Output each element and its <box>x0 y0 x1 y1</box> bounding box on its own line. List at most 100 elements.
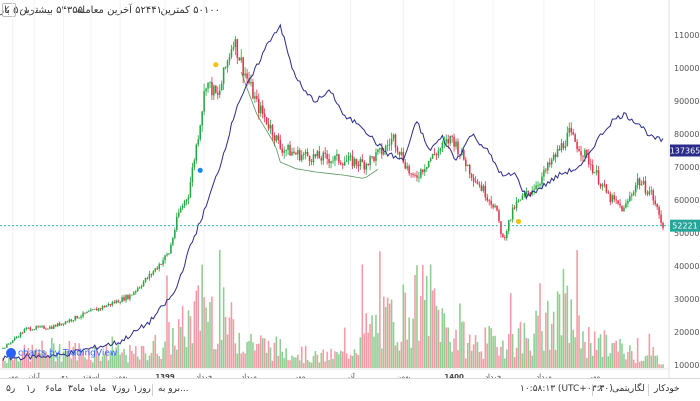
range-7d-button[interactable]: ۷روز <box>112 384 130 394</box>
volume-bar <box>291 355 293 368</box>
candle-body <box>379 147 381 150</box>
candle-body <box>529 192 532 194</box>
goto-date-button[interactable]: برو به... <box>158 384 189 394</box>
range-1d-button[interactable]: ۱روز <box>133 384 151 394</box>
candle-body <box>447 139 449 144</box>
price-chart[interactable]: 110000 100000 90000 80000 70000 60000 50000 400… <box>0 0 700 378</box>
collapse-legend-button[interactable] <box>2 3 16 17</box>
volume-bar <box>623 353 625 368</box>
range-6m-button[interactable]: ۶ماه <box>45 384 63 394</box>
volume-bar <box>418 340 420 368</box>
candle-body <box>133 292 135 295</box>
range-1y-button[interactable]: ۱ر <box>26 384 36 394</box>
timezone-label[interactable]: ۱۰:۵۸:۱۳ (UTC+۰۳:۳۰) <box>520 384 613 394</box>
candle-body <box>197 139 200 145</box>
volume-bar <box>591 355 594 368</box>
volume-bar <box>453 338 455 368</box>
percent-scale-button[interactable]: ٪ <box>598 384 603 394</box>
event-marker-dot <box>197 167 203 173</box>
volume-bar <box>424 300 426 368</box>
volume-bar <box>226 334 229 368</box>
candle-body <box>420 169 422 178</box>
volume-bar <box>279 339 282 368</box>
volume-bar <box>574 337 576 368</box>
toolbar-separator <box>648 384 649 396</box>
time-tick-label: آذر <box>345 372 355 378</box>
volume-bar <box>220 339 223 368</box>
candle-body <box>509 219 512 221</box>
volume-bar <box>589 343 592 368</box>
candle-body <box>15 337 18 338</box>
price-tick-label: 110000 <box>674 31 700 40</box>
volume-bar <box>228 317 231 368</box>
low-value: ۵۰۱۰۰ <box>193 5 220 16</box>
candle-body <box>76 315 78 319</box>
candle-body <box>371 156 373 158</box>
volume-bar <box>470 350 473 368</box>
candle-body <box>545 169 547 171</box>
volume-bar <box>490 328 492 368</box>
volume-bar <box>486 343 489 368</box>
volume-bar <box>615 340 617 368</box>
volume-bar <box>248 340 250 368</box>
volume-bar <box>230 302 233 368</box>
candle-body <box>240 57 242 61</box>
candle-body <box>213 85 215 96</box>
candle-body <box>234 39 237 48</box>
volume-bar <box>326 351 328 368</box>
candle-body <box>470 174 473 178</box>
volume-bar <box>332 358 334 368</box>
candle-body <box>25 327 28 330</box>
volume-bar <box>160 358 162 368</box>
candle-body <box>101 306 104 309</box>
volume-bar <box>630 351 633 368</box>
volume-bar <box>224 316 227 368</box>
candle-body <box>242 57 244 76</box>
volume-bar <box>261 338 264 368</box>
candle-body <box>547 162 549 171</box>
range-5y-button[interactable]: ۵ر <box>6 384 16 394</box>
volume-bar <box>15 356 18 368</box>
comparison-price-tag: 137365 <box>670 144 700 157</box>
time-tick-label: آبان <box>29 372 41 378</box>
watermark-text: charts by TradingView <box>18 348 118 359</box>
candle-body <box>406 166 408 169</box>
candle-body <box>271 125 274 136</box>
candle-body <box>258 98 260 114</box>
candle-body <box>535 185 537 190</box>
candle-body <box>615 199 617 201</box>
volume-bar <box>277 355 280 368</box>
volume-bar <box>254 350 256 368</box>
volume-bar <box>636 337 639 368</box>
volume-bar <box>492 336 494 368</box>
candle-body <box>107 303 110 306</box>
candle-body <box>490 200 492 205</box>
candle-body <box>131 294 133 296</box>
last-price-text: ۵۲۴۴۱ آخرین معامله <box>77 5 162 16</box>
auto-scale-button[interactable]: خودکار <box>654 384 680 394</box>
volume-bar <box>148 355 151 368</box>
candle-body <box>203 91 205 112</box>
volume-bar <box>66 350 69 368</box>
candle-body <box>537 185 539 187</box>
log-scale-button[interactable]: لگاریتمی <box>612 384 645 394</box>
volume-bar <box>465 358 467 368</box>
candle-body <box>95 308 98 311</box>
volume-bar <box>80 351 82 368</box>
candle-body <box>556 148 559 157</box>
volume-bar <box>638 361 641 368</box>
volume-bar <box>404 292 407 368</box>
volume-bar <box>138 359 141 368</box>
candle-body <box>457 141 459 155</box>
range-3m-button[interactable]: ۳ماه <box>68 384 86 394</box>
candle-body <box>324 152 326 154</box>
volume-bar <box>115 347 118 368</box>
volume-bar <box>392 322 395 368</box>
candle-body <box>496 205 498 211</box>
candle-body <box>148 273 151 279</box>
candle-body <box>480 185 483 191</box>
volume-bar <box>621 343 623 368</box>
candle-body <box>254 96 256 99</box>
candle-body <box>336 154 338 156</box>
range-1m-button[interactable]: ۱ماه <box>89 384 107 394</box>
